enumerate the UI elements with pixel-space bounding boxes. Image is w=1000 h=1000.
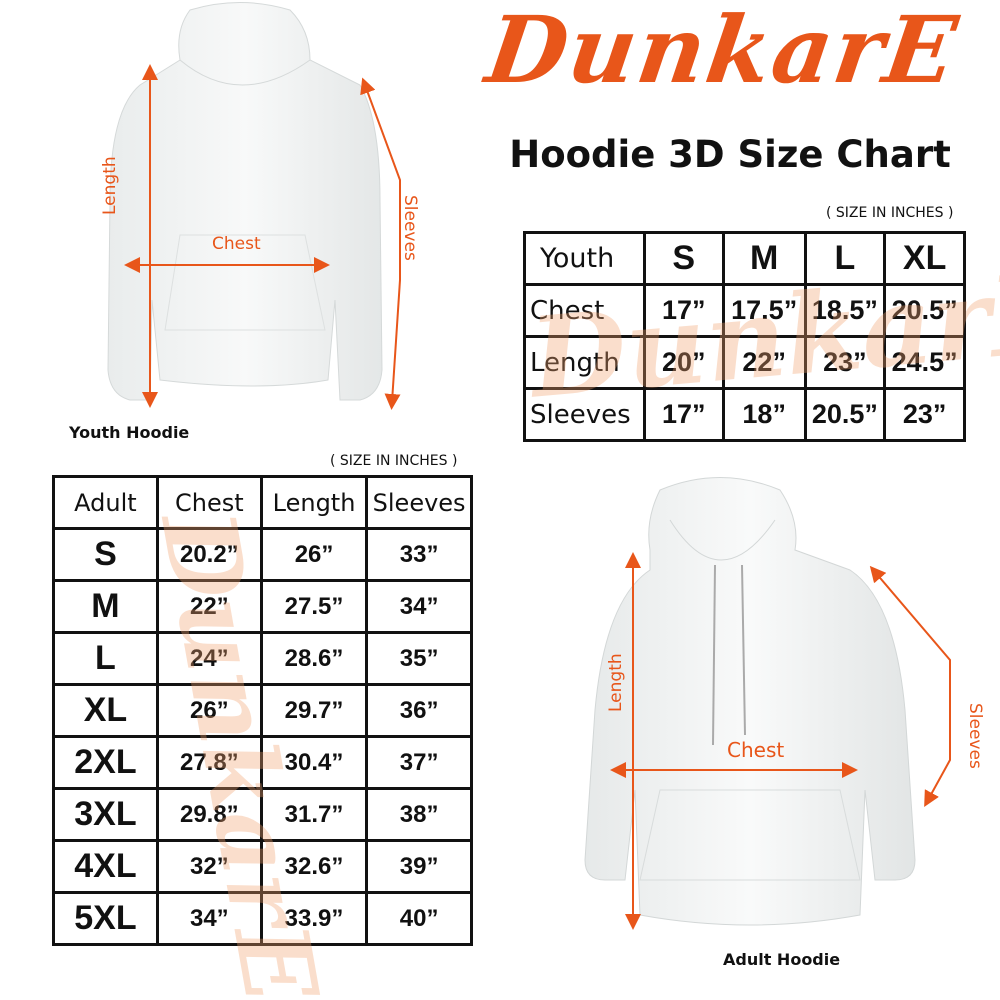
adult-hoodie-caption: Adult Hoodie <box>723 950 841 969</box>
table-header-row: Youth S M L XL <box>523 231 966 286</box>
youth-chest-label: Chest <box>212 234 261 254</box>
table-row: L 24” 28.6” 35” <box>52 631 473 686</box>
row-label: Sleeves <box>523 387 646 442</box>
header-cell: S <box>642 231 725 286</box>
row-label: S <box>52 527 159 582</box>
cell: 24” <box>155 631 263 686</box>
adult-size-table: Adult Chest Length Sleeves S 20.2” 26” 33” … <box>52 475 473 946</box>
youth-length-label: Length <box>100 156 120 215</box>
cell: 22” <box>155 579 263 634</box>
cell: 20.5” <box>803 387 887 442</box>
table-row: Chest 17” 17.5” 18.5” 20.5” <box>523 283 966 338</box>
cell: 35” <box>365 631 473 686</box>
table-row: 5XL 34” 33.9” 40” <box>52 891 473 946</box>
table-row: S 20.2” 26” 33” <box>52 527 473 582</box>
cell: 20.5” <box>883 283 966 338</box>
youth-size-note: ( SIZE IN INCHES ) <box>826 205 954 221</box>
table-row: XL 26” 29.7” 36” <box>52 683 473 738</box>
adult-size-note: ( SIZE IN INCHES ) <box>330 453 458 469</box>
header-cell: M <box>721 231 807 286</box>
adult-sleeves-label: Sleeves <box>965 703 985 769</box>
page-title: Hoodie 3D Size Chart <box>509 133 951 176</box>
cell: 20.2” <box>155 527 263 582</box>
cell: 20” <box>642 335 725 390</box>
cell: 23” <box>803 335 887 390</box>
cell: 17” <box>642 387 725 442</box>
cell: 29.7” <box>259 683 369 738</box>
row-label: 5XL <box>52 891 159 946</box>
table-row: 3XL 29.8” 31.7” 38” <box>52 787 473 842</box>
cell: 31.7” <box>259 787 369 842</box>
table-row: 4XL 32” 32.6” 39” <box>52 839 473 894</box>
cell: 17.5” <box>721 283 807 338</box>
cell: 23” <box>883 387 966 442</box>
youth-hoodie-caption: Youth Hoodie <box>69 423 190 442</box>
table-row: M 22” 27.5” 34” <box>52 579 473 634</box>
cell: 40” <box>365 891 473 946</box>
cell: 34” <box>155 891 263 946</box>
header-cell: Sleeves <box>365 475 473 530</box>
cell: 27.8” <box>155 735 263 790</box>
cell: 33” <box>365 527 473 582</box>
youth-hoodie-image <box>107 2 401 410</box>
brand-logo: DunkarE <box>480 0 965 104</box>
header-cell: Adult <box>52 475 159 530</box>
adult-chest-label: Chest <box>727 738 785 762</box>
cell: 32.6” <box>259 839 369 894</box>
cell: 37” <box>365 735 473 790</box>
sleeves-arrow <box>869 565 951 808</box>
row-label: M <box>52 579 159 634</box>
youth-sleeves-label: Sleeves <box>400 195 420 261</box>
header-cell: XL <box>883 231 966 286</box>
cell: 22” <box>721 335 807 390</box>
youth-size-table: Youth S M L XL Chest 17” 17.5” 18.5” 20.5” L… <box>523 231 966 442</box>
row-label: 4XL <box>52 839 159 894</box>
row-label: XL <box>52 683 159 738</box>
header-cell: Youth <box>523 231 646 286</box>
cell: 32” <box>155 839 263 894</box>
cell: 26” <box>259 527 369 582</box>
adult-hoodie-image <box>584 477 951 930</box>
cell: 36” <box>365 683 473 738</box>
cell: 34” <box>365 579 473 634</box>
row-label: Length <box>523 335 646 390</box>
cell: 18.5” <box>803 283 887 338</box>
row-label: 2XL <box>52 735 159 790</box>
row-label: Chest <box>523 283 646 338</box>
cell: 29.8” <box>155 787 263 842</box>
table-row: Sleeves 17” 18” 20.5” 23” <box>523 387 966 442</box>
cell: 18” <box>721 387 807 442</box>
row-label: L <box>52 631 159 686</box>
table-header-row: Adult Chest Length Sleeves <box>52 475 473 530</box>
header-cell: Chest <box>155 475 263 530</box>
adult-length-label: Length <box>606 653 626 712</box>
cell: 39” <box>365 839 473 894</box>
header-cell: L <box>803 231 887 286</box>
cell: 26” <box>155 683 263 738</box>
header-cell: Length <box>259 475 369 530</box>
table-row: Length 20” 22” 23” 24.5” <box>523 335 966 390</box>
cell: 33.9” <box>259 891 369 946</box>
cell: 27.5” <box>259 579 369 634</box>
row-label: 3XL <box>52 787 159 842</box>
cell: 30.4” <box>259 735 369 790</box>
cell: 17” <box>642 283 725 338</box>
cell: 38” <box>365 787 473 842</box>
cell: 24.5” <box>883 335 966 390</box>
sleeves-arrow <box>360 77 401 410</box>
cell: 28.6” <box>259 631 369 686</box>
table-row: 2XL 27.8” 30.4” 37” <box>52 735 473 790</box>
